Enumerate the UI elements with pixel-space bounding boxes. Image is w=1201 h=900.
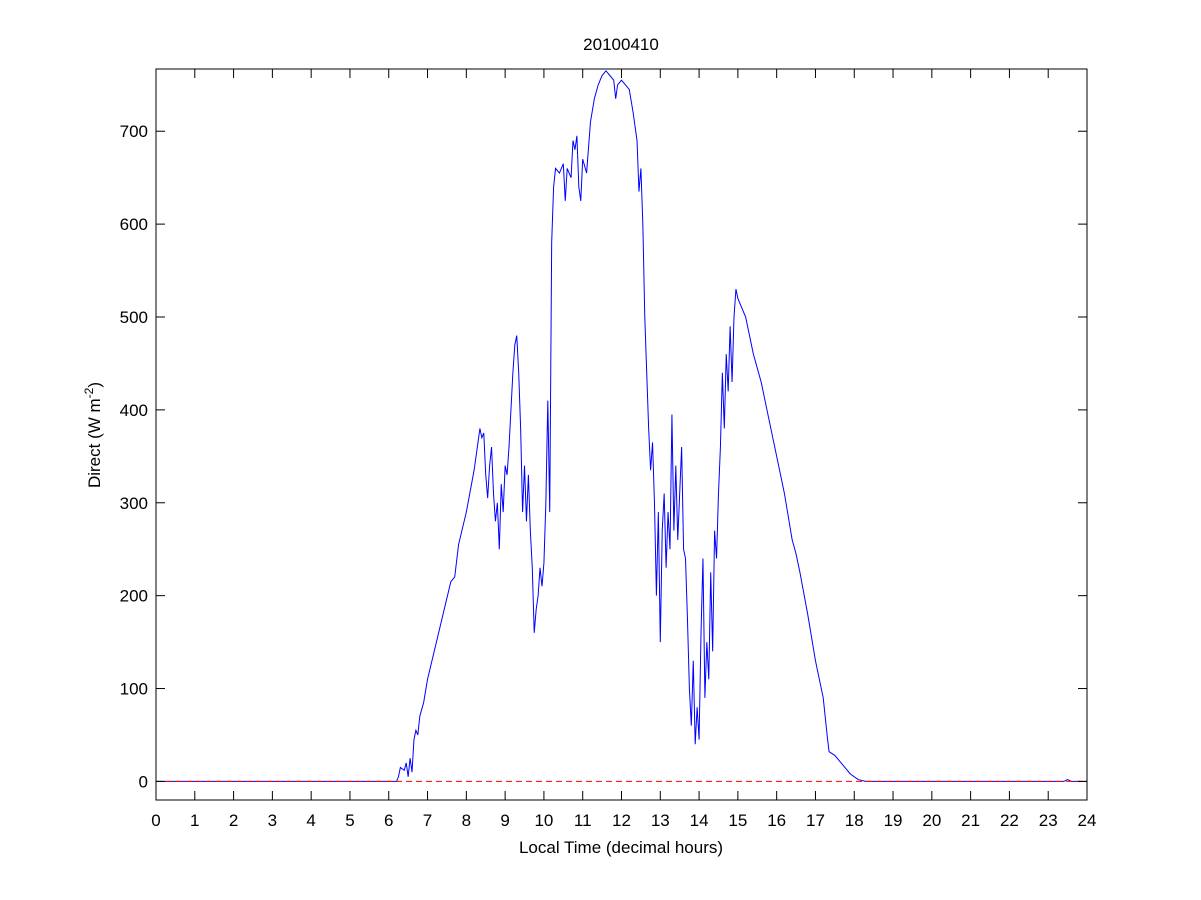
y-tick-label: 500 — [120, 308, 148, 327]
chart-title: 20100410 — [583, 35, 659, 54]
y-axis-label: Direct (W m-2) — [82, 382, 104, 488]
x-tick-label: 8 — [462, 811, 471, 830]
x-tick-label: 15 — [728, 811, 747, 830]
y-tick-label: 600 — [120, 215, 148, 234]
y-label-text: Direct (W m — [85, 398, 104, 488]
data-line — [156, 70, 1087, 782]
x-tick-label: 4 — [306, 811, 315, 830]
y-tick-label: 400 — [120, 401, 148, 420]
x-tick-label: 22 — [1000, 811, 1019, 830]
x-tick-label: 1 — [190, 811, 199, 830]
x-tick-label: 14 — [690, 811, 709, 830]
y-tick-label: 700 — [120, 122, 148, 141]
x-tick-label: 5 — [345, 811, 354, 830]
y-tick-label: 200 — [120, 587, 148, 606]
x-tick-label: 12 — [612, 811, 631, 830]
x-tick-label: 6 — [384, 811, 393, 830]
x-tick-label: 16 — [767, 811, 786, 830]
x-tick-label: 21 — [961, 811, 980, 830]
x-tick-label: 0 — [151, 811, 160, 830]
x-tick-label: 18 — [845, 811, 864, 830]
x-tick-label: 17 — [806, 811, 825, 830]
x-tick-label: 13 — [651, 811, 670, 830]
y-tick-label: 300 — [120, 494, 148, 513]
x-tick-label: 3 — [268, 811, 277, 830]
x-tick-label: 19 — [884, 811, 903, 830]
x-tick-label: 7 — [423, 811, 432, 830]
x-axis-label: Local Time (decimal hours) — [519, 838, 723, 857]
y-tick-label: 100 — [120, 680, 148, 699]
y-label-text: ) — [85, 382, 104, 388]
x-tick-label: 23 — [1039, 811, 1058, 830]
y-tick-label: 0 — [139, 772, 148, 791]
x-tick-label: 9 — [500, 811, 509, 830]
x-tick-label: 11 — [574, 811, 592, 830]
x-tick-label: 2 — [229, 811, 238, 830]
x-tick-label: 20 — [922, 811, 941, 830]
x-tick-label: 10 — [534, 811, 553, 830]
y-label-superscript: -2 — [82, 387, 96, 398]
x-tick-label: 24 — [1078, 811, 1097, 830]
